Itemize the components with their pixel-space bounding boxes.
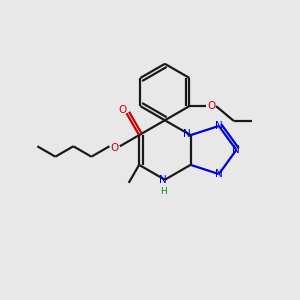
Text: N: N [215, 121, 223, 131]
Text: O: O [207, 101, 215, 111]
Text: O: O [110, 143, 118, 153]
Text: N: N [160, 175, 167, 185]
Text: N: N [232, 145, 240, 155]
Text: H: H [160, 187, 167, 196]
Text: N: N [183, 129, 191, 139]
Text: O: O [118, 105, 126, 115]
Text: N: N [215, 169, 223, 179]
